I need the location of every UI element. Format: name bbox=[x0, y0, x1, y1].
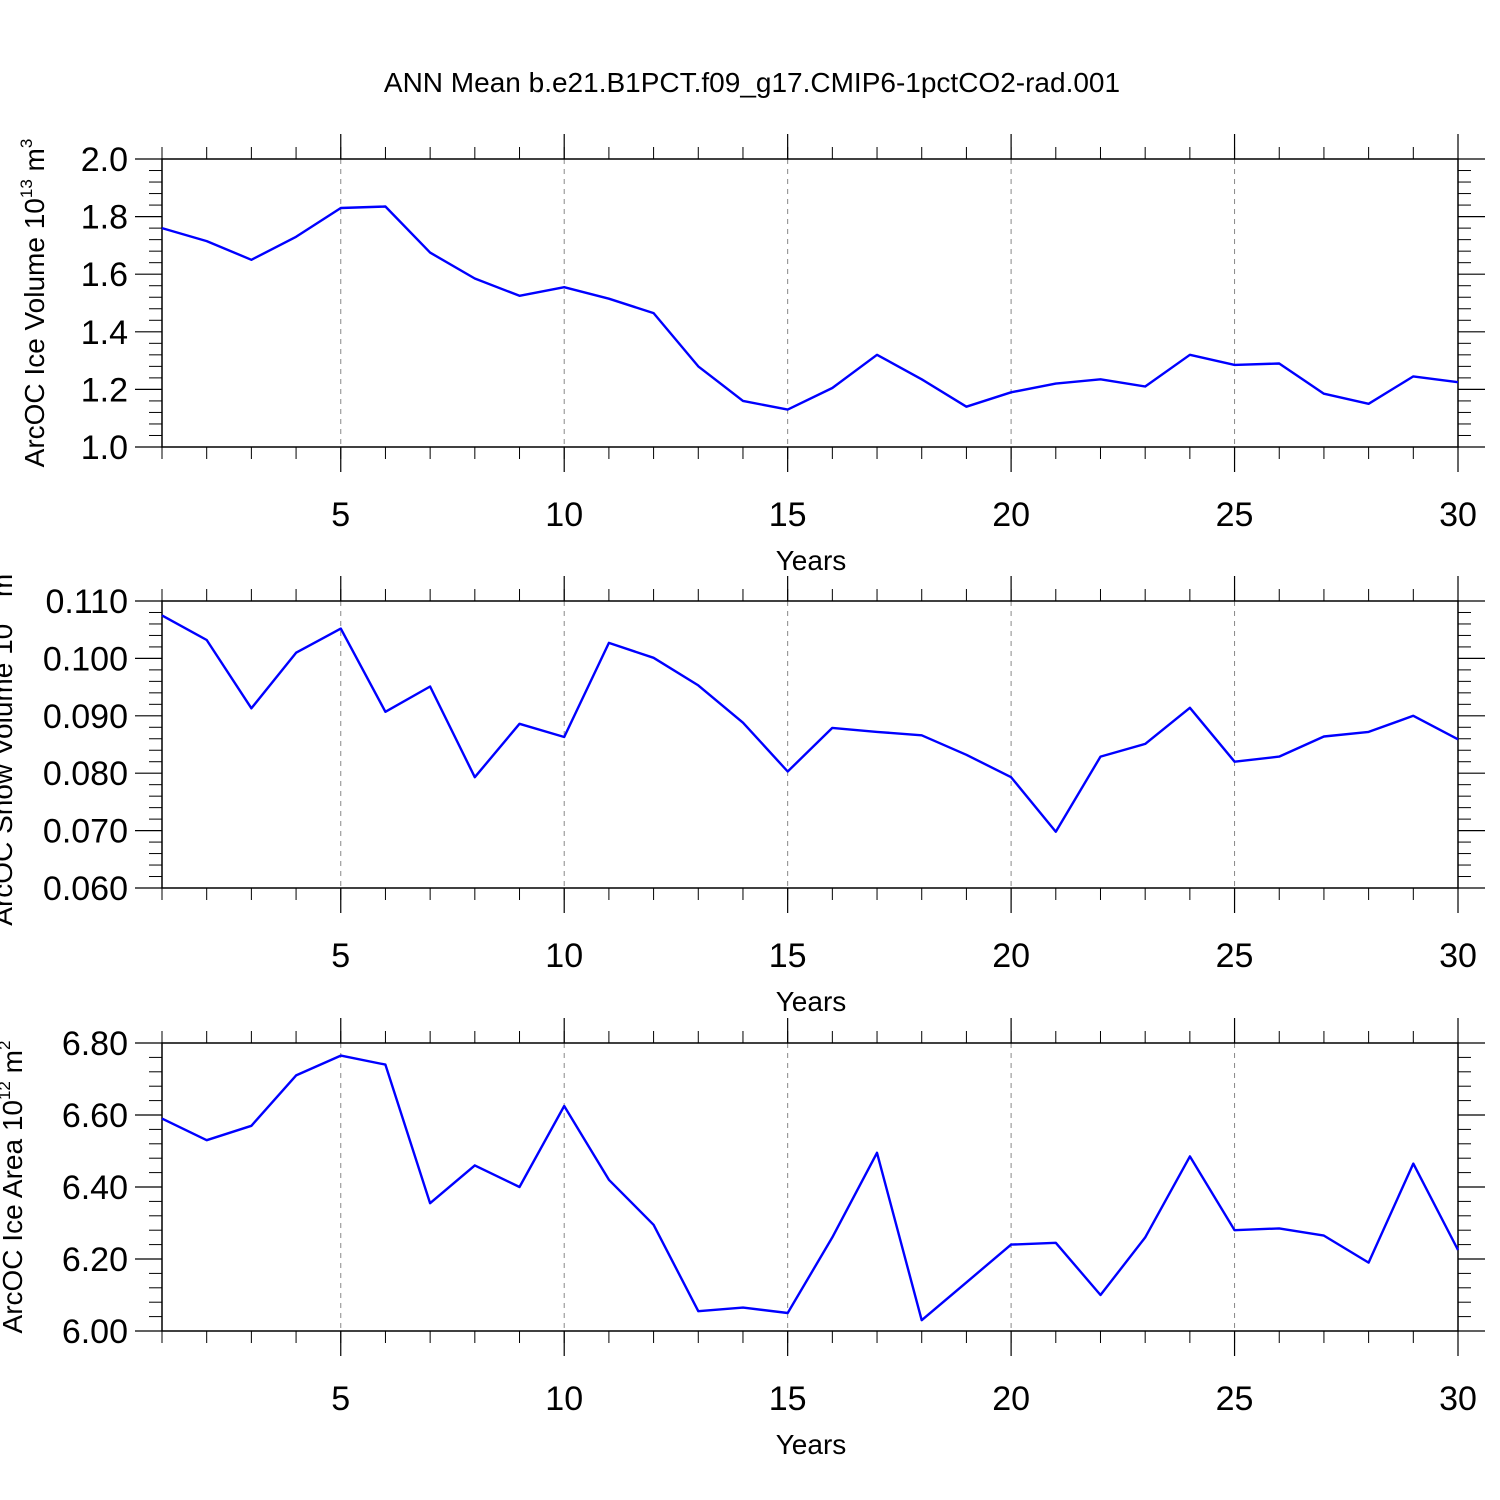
plot-frame bbox=[161, 600, 1459, 889]
y-tick-label: 6.20 bbox=[62, 1241, 128, 1279]
y-axis-title-exponent: 13 bbox=[17, 179, 36, 198]
y-tick-label: 1.6 bbox=[81, 256, 128, 294]
y-tick-label: 0.070 bbox=[43, 813, 128, 851]
y-tick-label: 6.60 bbox=[62, 1097, 128, 1135]
y-tick-label: 6.80 bbox=[62, 1025, 128, 1063]
x-tick-label: 30 bbox=[1439, 1380, 1477, 1418]
plot-frame bbox=[161, 1042, 1459, 1332]
y-axis-title-unit: m bbox=[0, 1050, 28, 1081]
y-axis-title: ArcOC Snow Volume 1013 m3 bbox=[0, 564, 18, 925]
series-line bbox=[161, 614, 1459, 833]
panel-3: 5 10 15 20 25 30 6.00 6.20 6.40 6.60 6.80 Years ArcO… bbox=[0, 1018, 1485, 1460]
y-axis-title: ArcOC Ice Volume 1013 m3 bbox=[17, 139, 50, 468]
y-tick-label: 1.0 bbox=[81, 429, 128, 467]
y-axis-title-unit-exponent: 3 bbox=[17, 139, 36, 148]
x-tick-label: 15 bbox=[769, 1380, 807, 1418]
x-tick-label: 30 bbox=[1439, 496, 1477, 534]
x-tick-label: 15 bbox=[769, 496, 807, 534]
series-line bbox=[161, 205, 1459, 411]
y-tick-label: 2.0 bbox=[81, 141, 128, 179]
x-tick-label: 10 bbox=[545, 496, 583, 534]
x-tick-label: 5 bbox=[331, 1380, 350, 1418]
x-tick-label: 5 bbox=[331, 496, 350, 534]
y-axis-title-unit: m bbox=[19, 148, 50, 179]
y-tick-label: 1.4 bbox=[81, 314, 128, 352]
x-tick-label: 15 bbox=[769, 937, 807, 975]
y-tick-label: 0.090 bbox=[43, 698, 128, 736]
panel-2: 5 10 15 20 25 30 0.060 0.070 0.080 0.090 0.100 0.11… bbox=[0, 564, 1485, 1017]
y-axis-title-unit: m bbox=[0, 574, 18, 605]
y-axis-title-exponent: 12 bbox=[0, 1081, 14, 1100]
chart-title: ANN Mean b.e21.B1PCT.f09_g17.CMIP6-1pctC… bbox=[384, 67, 1120, 98]
x-tick-label: 25 bbox=[1216, 496, 1254, 534]
x-tick-label: 20 bbox=[992, 496, 1030, 534]
plot-frame bbox=[161, 158, 1459, 448]
panel-1: 5 10 15 20 25 30 1.0 1.2 1.4 1.6 1.8 2.0 Years ArcOC … bbox=[17, 134, 1485, 576]
y-tick-label: 1.2 bbox=[81, 371, 128, 409]
x-tick-label: 30 bbox=[1439, 937, 1477, 975]
y-tick-label: 0.060 bbox=[43, 870, 128, 908]
y-axis-title-main: ArcOC Snow Volume 10 bbox=[0, 624, 18, 926]
y-axis-title-unit-exponent: 3 bbox=[0, 564, 4, 573]
x-tick-label: 10 bbox=[545, 937, 583, 975]
y-axis-title-unit-exponent: 2 bbox=[0, 1041, 14, 1050]
y-tick-label: 6.40 bbox=[62, 1169, 128, 1207]
x-axis-title: Years bbox=[776, 986, 847, 1017]
y-axis-title-main: ArcOC Ice Area 10 bbox=[0, 1100, 28, 1333]
x-axis-title: Years bbox=[776, 545, 847, 576]
y-tick-label: 0.100 bbox=[43, 640, 128, 678]
x-tick-label: 25 bbox=[1216, 937, 1254, 975]
y-axis-title-main: ArcOC Ice Volume 10 bbox=[19, 198, 50, 467]
series-line bbox=[161, 1054, 1460, 1322]
y-tick-label: 6.00 bbox=[62, 1313, 128, 1351]
x-tick-label: 25 bbox=[1216, 1380, 1254, 1418]
y-axis-title: ArcOC Ice Area 1012 m2 bbox=[0, 1041, 28, 1334]
y-tick-label: 0.080 bbox=[43, 755, 128, 793]
x-tick-label: 20 bbox=[992, 937, 1030, 975]
x-tick-label: 10 bbox=[545, 1380, 583, 1418]
x-tick-label: 20 bbox=[992, 1380, 1030, 1418]
x-tick-label: 5 bbox=[331, 937, 350, 975]
y-tick-label: 0.110 bbox=[45, 583, 128, 621]
y-axis-title-exponent: 13 bbox=[0, 605, 4, 624]
y-tick-label: 1.8 bbox=[81, 199, 128, 237]
x-axis-title: Years bbox=[776, 1429, 847, 1460]
